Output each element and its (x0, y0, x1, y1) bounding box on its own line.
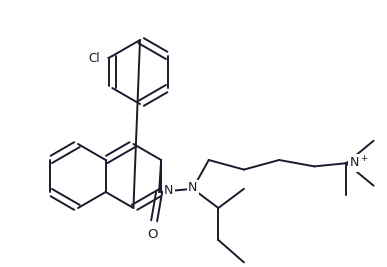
Text: N$^+$: N$^+$ (349, 156, 369, 171)
Text: O: O (147, 228, 158, 241)
Text: Cl: Cl (89, 52, 100, 65)
Text: N: N (188, 181, 197, 194)
Text: N: N (164, 184, 173, 198)
